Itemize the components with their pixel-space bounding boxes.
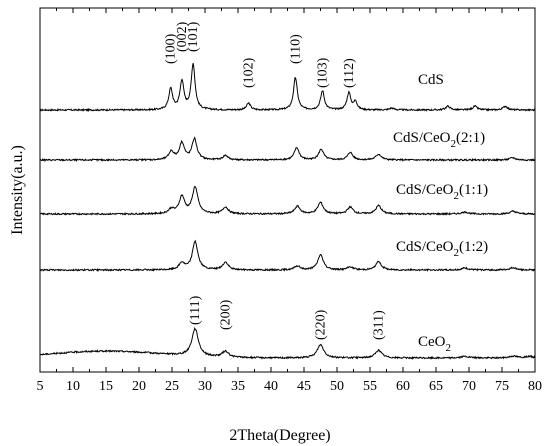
series-labels: CdSCdS/CeO2(2:1)CdS/CeO2(1:1)CdS/CeO2(1:… xyxy=(393,72,488,354)
y-axis-title: Intensity(a.u.) xyxy=(9,145,26,235)
x-tick-label: 5 xyxy=(37,379,44,394)
series-label-tail: (1:1) xyxy=(459,182,488,198)
series-line-0 xyxy=(39,63,536,113)
series-label-main: CdS xyxy=(418,72,444,88)
x-tick-label: 75 xyxy=(495,379,509,394)
peak-label-cds: (002) xyxy=(175,21,190,52)
series-label-subscript: 2 xyxy=(451,138,457,150)
x-tick-label: 15 xyxy=(99,379,113,394)
x-axis-title: 2Theta(Degree) xyxy=(229,427,330,444)
series-label-subscript: 2 xyxy=(446,342,452,354)
peak-label-cds: (112) xyxy=(342,58,357,88)
peak-label-cds: (100) xyxy=(164,33,179,64)
series-line-1 xyxy=(39,136,536,163)
peak-label-ceo2: (200) xyxy=(219,299,234,330)
series-label-4: CeO2 xyxy=(418,334,451,354)
series-label-subscript: 2 xyxy=(454,247,460,259)
peak-label-ceo2: (220) xyxy=(314,309,329,340)
peak-label-cds: (103) xyxy=(316,57,331,88)
series-lines xyxy=(39,63,536,360)
series-label-main: CdS/CeO xyxy=(393,130,451,146)
peak-labels: (100)(002)(101) (102) (110) (103) (112) (111)… xyxy=(164,21,387,340)
x-tick-label: 35 xyxy=(231,379,245,394)
x-tick-label: 30 xyxy=(198,379,212,394)
series-line-3 xyxy=(39,239,536,273)
series-label-subscript: 2 xyxy=(454,190,460,202)
x-tick-label: 55 xyxy=(363,379,377,394)
series-label-tail: (2:1) xyxy=(456,130,485,146)
series-label-main: CeO xyxy=(418,334,446,350)
x-axis-ticks: 5 10 15 20 25 30 35 40 45 50 55 60 65 70 75 80 xyxy=(37,8,542,394)
x-tick-label: 65 xyxy=(429,379,443,394)
x-tick-label: 40 xyxy=(264,379,278,394)
x-tick-label: 20 xyxy=(132,379,146,394)
x-tick-label: 60 xyxy=(396,379,410,394)
series-label-0: CdS xyxy=(418,72,444,88)
x-tick-label: 80 xyxy=(528,379,542,394)
peak-label-cds: (101) xyxy=(186,21,201,52)
x-tick-label: 25 xyxy=(165,379,179,394)
series-label-2: CdS/CeO2(1:1) xyxy=(396,182,488,202)
series-label-main: CdS/CeO xyxy=(396,182,454,198)
series-line-4 xyxy=(39,327,536,360)
peak-label-cds: (110) xyxy=(288,34,303,64)
x-tick-label: 70 xyxy=(462,379,476,394)
series-label-main: CdS/CeO xyxy=(396,239,454,255)
series-label-tail: (1:2) xyxy=(459,239,488,255)
series-line-2 xyxy=(39,185,536,216)
peak-label-ceo2: (311) xyxy=(372,310,387,340)
series-label-1: CdS/CeO2(2:1) xyxy=(393,130,485,150)
x-tick-label: 45 xyxy=(297,379,311,394)
peak-label-ceo2: (111) xyxy=(188,295,203,325)
series-label-3: CdS/CeO2(1:2) xyxy=(396,239,488,259)
peak-label-cds: (102) xyxy=(242,57,257,88)
x-tick-label: 50 xyxy=(330,379,344,394)
x-tick-label: 10 xyxy=(66,379,80,394)
